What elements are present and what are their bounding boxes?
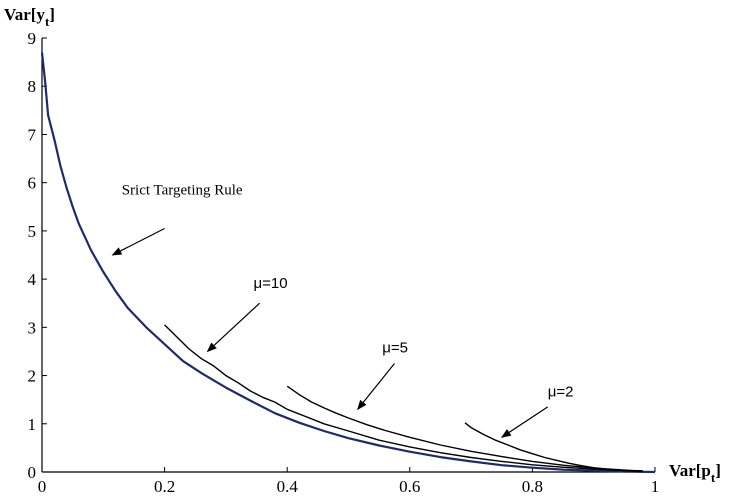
series-line: [40, 52, 656, 474]
y-tick-label: 7: [28, 125, 37, 144]
y-axis-title-main: Var[y: [4, 5, 45, 24]
x-tick-label: 0.6: [399, 477, 420, 496]
x-axis-title-main: Var[p: [669, 461, 711, 480]
x-tick-label: 0.4: [277, 477, 299, 496]
y-axis-title: Var[yt]: [4, 5, 55, 29]
y-axis-title-sub: t: [45, 14, 50, 29]
x-axis-title: Var[pt]: [669, 461, 721, 485]
x-tick-label: 0.8: [522, 477, 543, 496]
x-axis-title-sub: t: [711, 470, 716, 485]
annotation-label: μ=10: [253, 275, 287, 292]
y-tick-label: 0: [28, 463, 37, 482]
y-axis-title-close: ]: [49, 5, 55, 24]
y-tick-label: 1: [28, 415, 37, 434]
axes: [41, 38, 655, 473]
y-tick-label: 3: [28, 318, 37, 337]
annotation-arrow: [500, 406, 549, 438]
annotations: Srict Targeting Rule μ=10 μ=5 μ=2: [111, 183, 574, 438]
y-tick-label: 6: [28, 174, 37, 193]
y-tick-label: 5: [28, 222, 37, 241]
ticks: 0 0.2 0.4 0.6 0.8 1 0 1 2 3 4 5 6 7 8 9: [28, 29, 660, 496]
x-tick-label: 1: [651, 477, 660, 496]
y-tick-label: 9: [28, 29, 37, 48]
annotation-label: μ=2: [548, 383, 574, 400]
series: [40, 52, 656, 474]
y-tick-label: 2: [28, 367, 37, 386]
series-line: [286, 385, 643, 472]
series-line: [164, 324, 643, 472]
y-tick-label: 4: [28, 270, 37, 289]
annotation-arrow: [111, 227, 165, 256]
x-tick-label: 0.2: [154, 477, 175, 496]
y-tick-label: 8: [28, 77, 37, 96]
annotation-arrow: [357, 363, 395, 411]
annotation-arrow: [206, 302, 261, 353]
annotation-label: μ=5: [382, 339, 408, 356]
x-axis-title-close: ]: [715, 461, 721, 480]
x-tick-label: 0: [38, 477, 47, 496]
series-line: [464, 422, 643, 473]
annotation-label: Srict Targeting Rule: [122, 183, 243, 199]
